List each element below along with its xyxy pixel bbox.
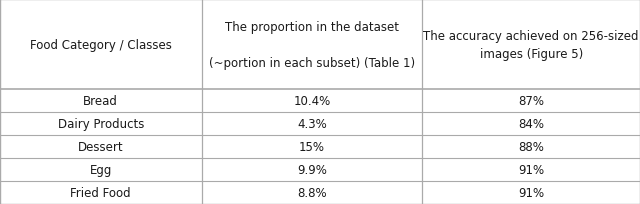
- Text: 91%: 91%: [518, 186, 544, 199]
- Text: 87%: 87%: [518, 95, 544, 108]
- Text: 91%: 91%: [518, 163, 544, 176]
- Text: 10.4%: 10.4%: [293, 95, 331, 108]
- Text: 9.9%: 9.9%: [297, 163, 327, 176]
- Text: 15%: 15%: [299, 140, 325, 153]
- Text: 4.3%: 4.3%: [297, 118, 327, 131]
- Text: 84%: 84%: [518, 118, 544, 131]
- Text: Egg: Egg: [90, 163, 112, 176]
- Text: The accuracy achieved on 256-sized
images (Figure 5): The accuracy achieved on 256-sized image…: [424, 29, 639, 60]
- Text: Fried Food: Fried Food: [70, 186, 131, 199]
- Text: The proportion in the dataset

(~portion in each subset) (Table 1): The proportion in the dataset (~portion …: [209, 20, 415, 69]
- Text: Food Category / Classes: Food Category / Classes: [30, 38, 172, 51]
- Text: 8.8%: 8.8%: [297, 186, 327, 199]
- Text: Dessert: Dessert: [78, 140, 124, 153]
- Text: Bread: Bread: [83, 95, 118, 108]
- Text: Dairy Products: Dairy Products: [58, 118, 144, 131]
- Text: 88%: 88%: [518, 140, 544, 153]
